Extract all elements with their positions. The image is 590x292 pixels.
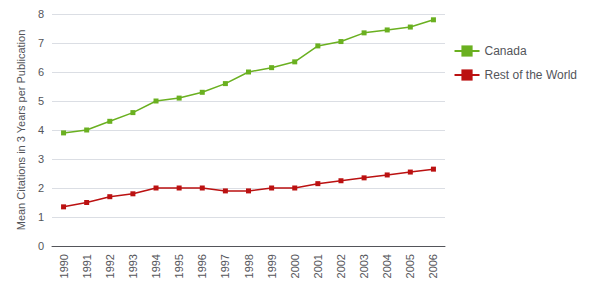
svg-text:2: 2 xyxy=(38,182,44,194)
svg-text:1996: 1996 xyxy=(196,254,208,278)
svg-text:Mean Citations in 3 Years per: Mean Citations in 3 Years per Publicatio… xyxy=(15,30,27,231)
svg-text:2001: 2001 xyxy=(312,254,324,278)
svg-text:7: 7 xyxy=(38,37,44,49)
svg-text:1995: 1995 xyxy=(173,254,185,278)
svg-text:6: 6 xyxy=(38,66,44,78)
svg-text:0: 0 xyxy=(38,240,44,252)
svg-text:5: 5 xyxy=(38,95,44,107)
svg-text:1992: 1992 xyxy=(104,254,116,278)
svg-text:3: 3 xyxy=(38,153,44,165)
svg-text:4: 4 xyxy=(38,124,44,136)
svg-text:1993: 1993 xyxy=(127,254,139,278)
svg-text:1999: 1999 xyxy=(266,254,278,278)
svg-text:1994: 1994 xyxy=(150,254,162,278)
svg-text:2002: 2002 xyxy=(335,254,347,278)
svg-text:2000: 2000 xyxy=(289,254,301,278)
svg-text:2003: 2003 xyxy=(358,254,370,278)
svg-text:2006: 2006 xyxy=(427,254,439,278)
svg-text:1998: 1998 xyxy=(243,254,255,278)
svg-text:1997: 1997 xyxy=(219,254,231,278)
svg-text:2005: 2005 xyxy=(404,254,416,278)
svg-text:Rest of the World: Rest of the World xyxy=(485,68,577,82)
svg-text:8: 8 xyxy=(38,8,44,20)
svg-text:1990: 1990 xyxy=(58,254,70,278)
svg-text:Canada: Canada xyxy=(485,44,527,58)
svg-text:1991: 1991 xyxy=(81,254,93,278)
svg-text:1: 1 xyxy=(38,211,44,223)
svg-text:2004: 2004 xyxy=(381,254,393,278)
